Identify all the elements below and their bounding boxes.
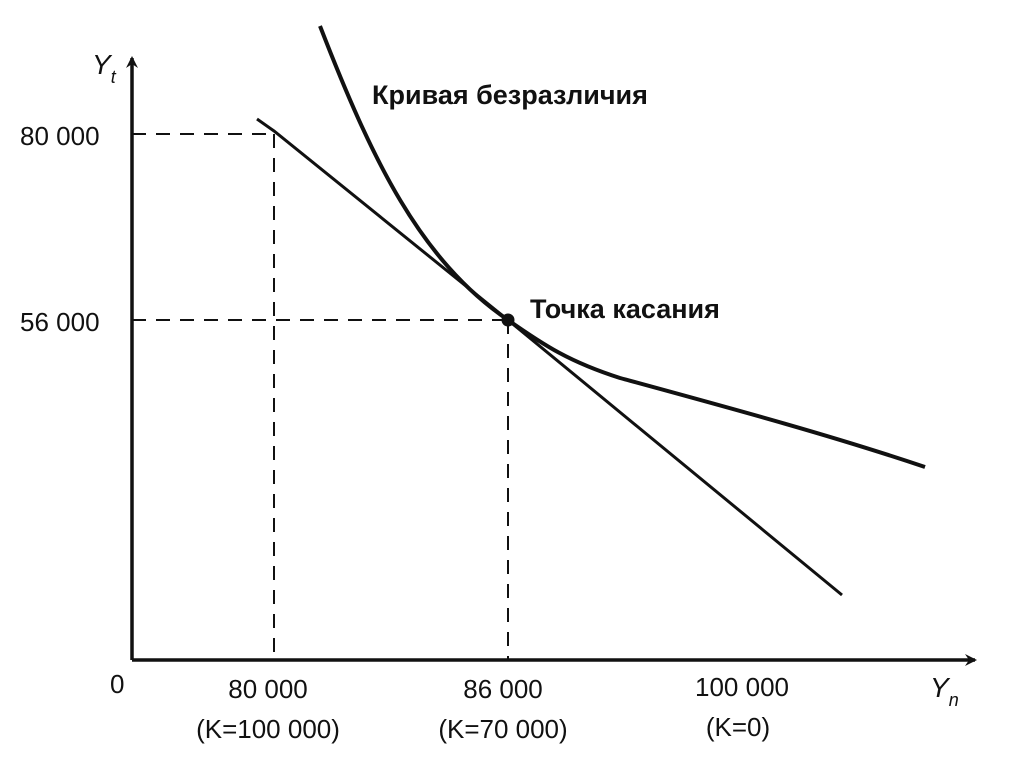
x-tick-86000: 86 000 (463, 674, 543, 704)
curve-label: Кривая безразличия (372, 80, 648, 110)
x-tick-100000: 100 000 (695, 672, 789, 702)
origin-label: 0 (110, 669, 124, 699)
indifference-curve (318, 25, 926, 469)
x-tick-86000-note: (K=70 000) (438, 714, 567, 744)
x-axis-label: Yn (930, 672, 959, 710)
x-tick-80000: 80 000 (228, 674, 308, 704)
y-tick-80000: 80 000 (20, 121, 100, 151)
y-axis-label: Yt (92, 49, 117, 87)
x-tick-80000-note: (K=100 000) (196, 714, 340, 744)
tangency-point-label: Точка касания (530, 294, 720, 324)
budget-line (256, 117, 843, 597)
x-tick-100000-note: (K=0) (706, 712, 770, 742)
y-tick-56000: 56 000 (20, 307, 100, 337)
tangency-point (501, 313, 515, 327)
